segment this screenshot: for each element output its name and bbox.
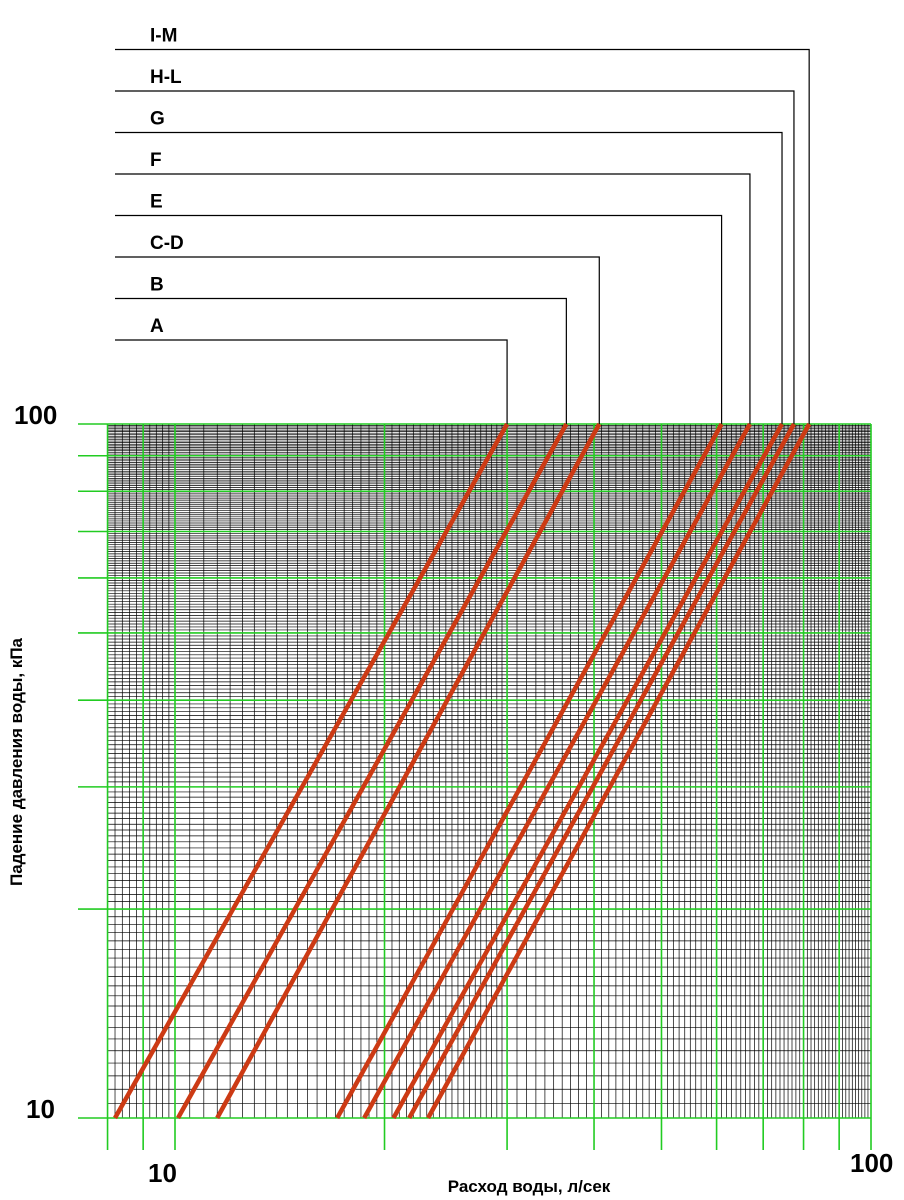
series-label-h-l: H-L — [150, 67, 182, 88]
series-label-i-m: I-M — [150, 26, 177, 47]
series-line-e — [335, 422, 724, 1120]
series-line-c-d — [215, 422, 602, 1120]
x-axis-label: Расход воды, л/сек — [448, 1177, 611, 1196]
series-leader-a — [115, 339, 508, 424]
series-leader-c-d — [115, 256, 600, 424]
series-label-g: G — [150, 109, 165, 130]
series-leader-f — [115, 173, 751, 424]
y-tick-label-100: 100 — [14, 400, 57, 430]
series-line-h-l — [407, 422, 796, 1120]
x-tick-label-10: 10 — [148, 1158, 177, 1188]
series-line-a — [113, 422, 510, 1120]
y-tick-label-10: 10 — [26, 1094, 55, 1124]
major-grid — [78, 423, 872, 1150]
series-label-a: A — [150, 316, 164, 337]
x-tick-label-100: 100 — [850, 1148, 893, 1178]
series-line-g — [391, 422, 784, 1120]
series-line-f — [362, 422, 752, 1120]
series-leader-g — [115, 131, 783, 424]
series-lines — [113, 422, 812, 1120]
series-label-c-d: C-D — [150, 233, 184, 254]
series-leader-h-l — [115, 90, 795, 424]
series-leader-e — [115, 214, 723, 424]
y-axis-label: Падение давления воды, кПа — [7, 637, 26, 886]
series-leader-b — [115, 297, 567, 424]
minor-grid — [107, 424, 872, 1118]
series-label-b: B — [150, 275, 164, 296]
series-leader-lines — [115, 48, 810, 424]
series-labels: AB C-D EFG H-L I-M — [150, 26, 184, 338]
series-label-e: E — [150, 192, 163, 213]
series-label-f: F — [150, 150, 162, 171]
series-line-b — [176, 422, 569, 1120]
series-leader-i-m — [115, 48, 810, 424]
series-line-i-m — [426, 422, 812, 1120]
